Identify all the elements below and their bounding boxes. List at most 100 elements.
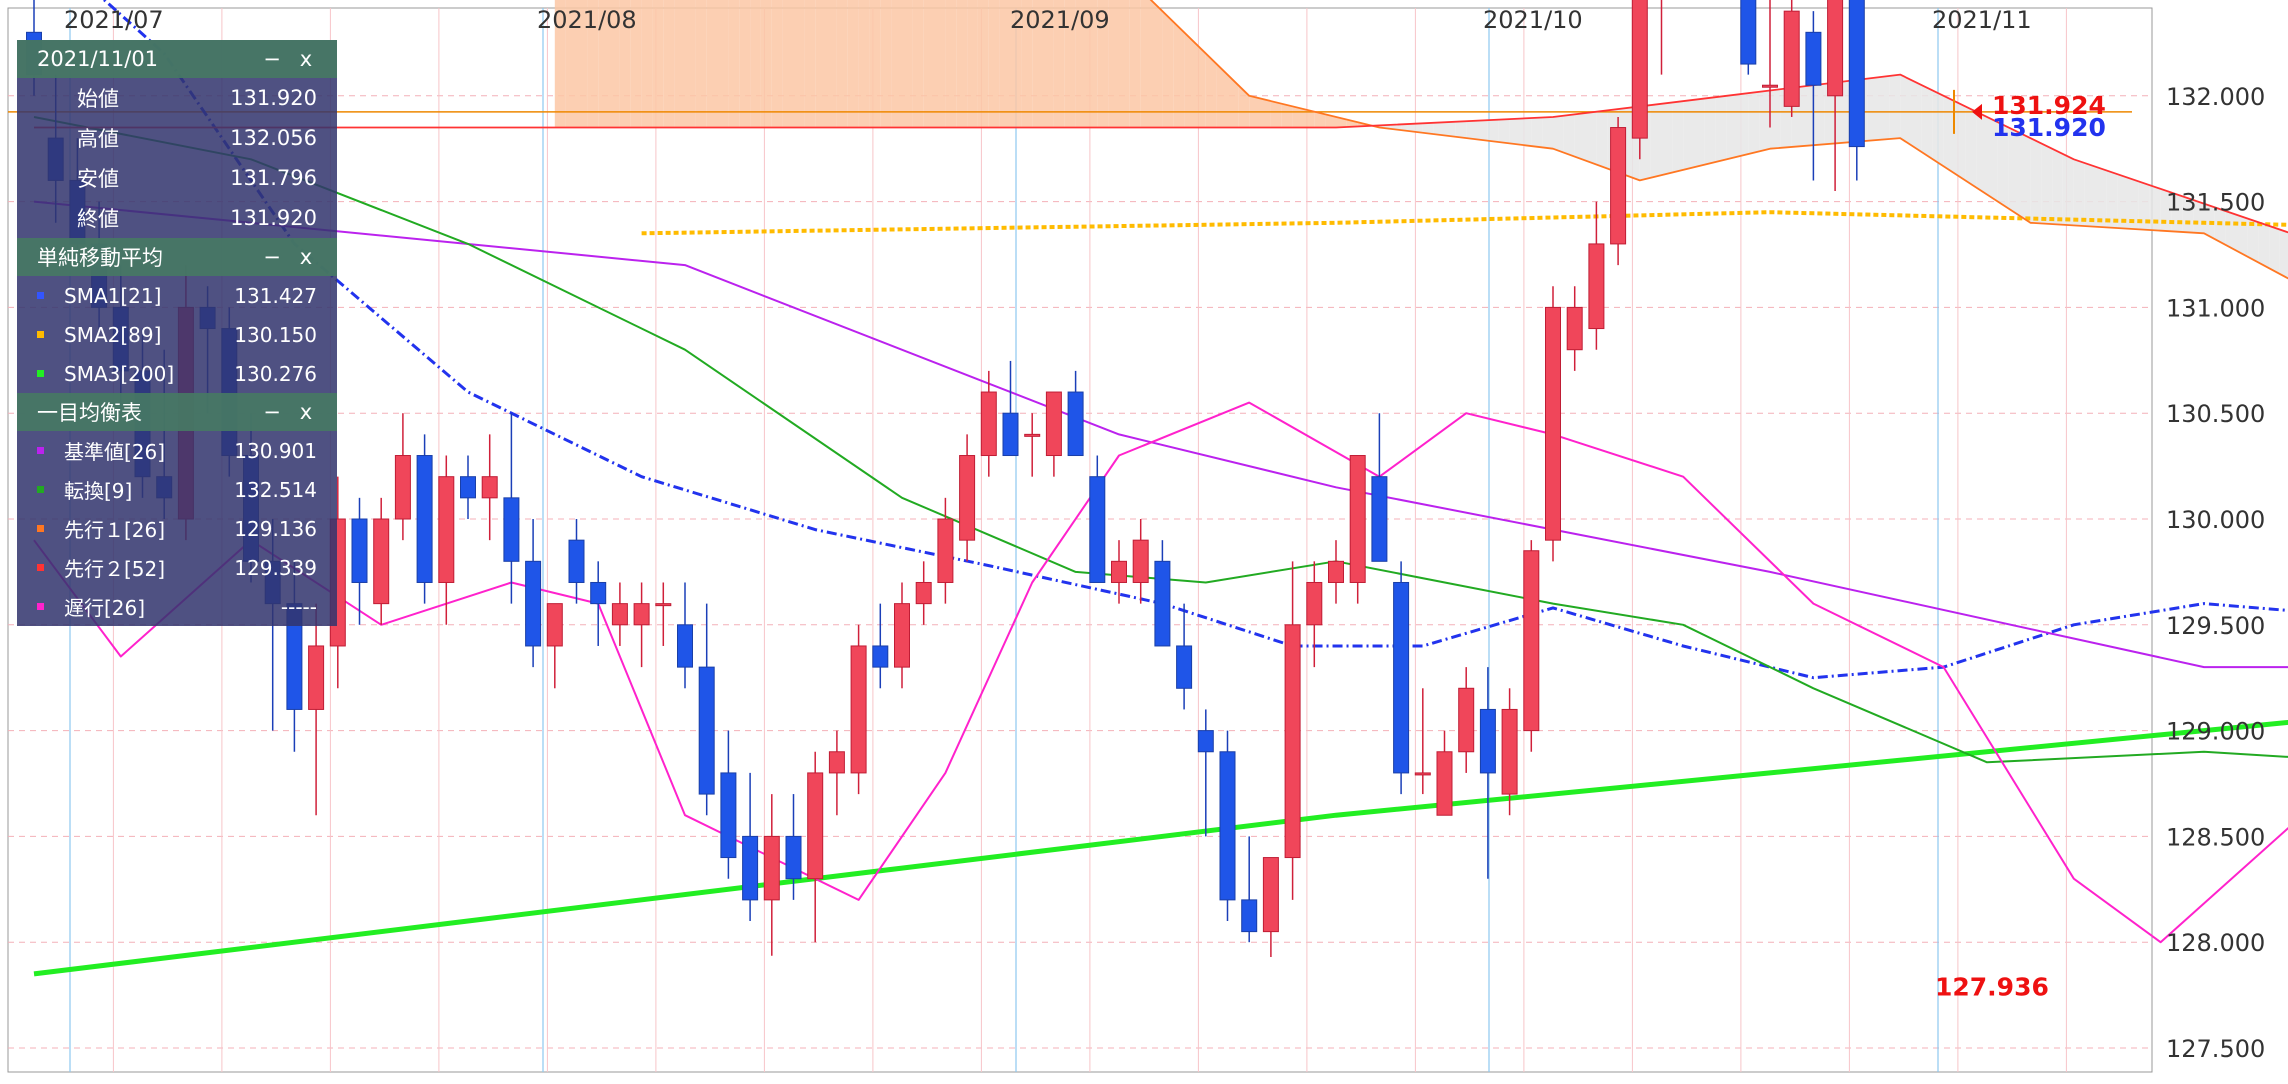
sma-minimize-button[interactable]: −	[263, 245, 281, 269]
ichimoku-cloud	[945, 0, 957, 128]
ichimoku-cloud	[771, 0, 783, 128]
ichimoku-label: 基準値[26]	[64, 440, 166, 464]
ichimoku-cloud	[1802, 85, 1814, 147]
ichimoku-cloud	[1444, 121, 1456, 137]
ichimoku-cloud	[1281, 103, 1293, 128]
candle-body	[1479, 708, 1496, 774]
ichimoku-cloud	[760, 0, 772, 128]
ichimoku-cloud	[1097, 0, 1109, 128]
candle-body	[742, 835, 759, 901]
ichimoku-cloud	[988, 0, 1000, 128]
ichimoku-cloud	[1694, 98, 1705, 168]
ichimoku-cloud	[2030, 138, 2042, 224]
ichimoku-cloud	[2095, 166, 2107, 228]
ichimoku-cloud	[1563, 114, 1575, 157]
ichimoku-cloud	[782, 0, 794, 128]
ichimoku-title: 一目均衡表	[37, 401, 142, 425]
candle-body	[720, 772, 737, 859]
ichimoku-value: 129.136	[234, 516, 317, 541]
ichimoku-cloud	[1889, 74, 1901, 139]
candle-body	[1045, 391, 1062, 457]
ichimoku-cloud	[2149, 185, 2161, 231]
y-tick-label: 131.000	[2166, 294, 2265, 322]
ichimoku-cloud	[2236, 214, 2248, 257]
ichimoku-cloud	[2269, 225, 2280, 275]
ichimoku-cloud	[1976, 111, 1987, 195]
ichimoku-cloud	[1878, 76, 1890, 140]
ichimoku-cloud	[2193, 200, 2204, 234]
ichimoku-cloud	[1531, 117, 1543, 148]
ohlc-close-button[interactable]: x	[299, 47, 313, 71]
legend-swatch	[37, 525, 44, 532]
ichimoku-cloud	[2279, 229, 2288, 279]
ichimoku-cloud	[1422, 122, 1434, 135]
candle-body	[1154, 560, 1171, 647]
candle-body	[394, 455, 411, 520]
ichimoku-cloud	[1954, 101, 1966, 181]
candle-body	[1067, 391, 1084, 457]
ichimoku-cloud	[1325, 114, 1336, 128]
candle-body	[915, 581, 932, 605]
ichimoku-cloud	[1227, 74, 1239, 128]
ichimoku-cloud	[1498, 119, 1510, 144]
legend-swatch	[37, 447, 44, 454]
ichimoku-cloud	[912, 0, 924, 128]
ichimoku-cloud	[1151, 0, 1163, 128]
sma-panel-header: 単純移動平均 − x	[17, 238, 337, 276]
ichimoku-cloud	[1867, 77, 1879, 141]
ichimoku-cloud	[587, 0, 599, 128]
ichimoku-cloud	[999, 0, 1011, 128]
candle-body	[1631, 0, 1648, 139]
ichimoku-cloud	[685, 0, 696, 128]
ichimoku-cloud	[1162, 11, 1174, 128]
ichimoku-cloud	[2062, 154, 2074, 226]
candle-body	[633, 603, 650, 626]
candle-body	[568, 539, 585, 583]
ichimoku-cloud	[1412, 123, 1423, 133]
ichimoku-cloud	[1260, 98, 1271, 128]
ichimoku-cloud	[1238, 85, 1250, 128]
ichimoku-label: 遅行[26]	[64, 596, 146, 620]
ichimoku-row: 先行１[26] 129.136	[17, 509, 337, 548]
ichimoku-cloud	[630, 0, 642, 128]
candle-body	[460, 476, 476, 499]
legend-swatch	[37, 370, 44, 377]
sma-close-button[interactable]: x	[299, 245, 313, 269]
y-tick-label: 130.000	[2166, 506, 2265, 534]
ichimoku-cloud	[1900, 74, 1911, 146]
candle-body	[872, 645, 889, 668]
ichimoku-cloud	[1911, 79, 1922, 153]
sma2-line	[641, 210, 2288, 236]
ichimoku-cloud	[706, 0, 718, 128]
ichimoku-cloud	[1542, 117, 1553, 149]
ichimoku-value: -----	[280, 594, 317, 619]
candle-body	[1805, 31, 1822, 86]
candle-body	[1349, 455, 1366, 583]
candle-body	[611, 603, 628, 626]
candle-body	[481, 476, 498, 499]
candle-body	[1414, 772, 1431, 776]
candle-body	[373, 518, 390, 605]
ichimoku-cloud	[1314, 111, 1326, 128]
ohlc-minimize-button[interactable]: −	[263, 47, 281, 71]
ichimoku-cloud	[1108, 0, 1119, 128]
ichimoku-cloud	[902, 0, 913, 128]
candle-body	[677, 624, 693, 668]
ichimoku-cloud	[1173, 21, 1185, 128]
legend-swatch	[37, 486, 44, 493]
ichimoku-cloud	[1010, 0, 1022, 128]
ichimoku-close-button[interactable]: x	[299, 400, 313, 424]
ichimoku-cloud	[1270, 101, 1282, 128]
candle-body	[850, 645, 867, 774]
ichimoku-cloud	[1683, 99, 1694, 170]
ichimoku-cloud	[1346, 119, 1358, 127]
ichimoku-minimize-button[interactable]: −	[263, 400, 281, 424]
candle-body	[1089, 476, 1106, 583]
ichimoku-cloud	[1987, 117, 1998, 202]
ichimoku-cloud	[1553, 115, 1564, 153]
ichimoku-cloud	[1921, 85, 1933, 160]
candle-body	[1197, 730, 1214, 753]
candle-body	[1545, 306, 1561, 541]
